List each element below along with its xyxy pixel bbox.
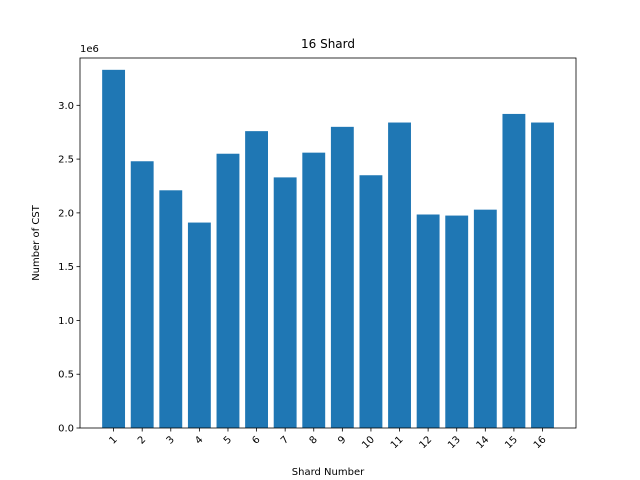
chart-title: 16 Shard: [301, 37, 355, 51]
bar-shard-6: [245, 131, 268, 428]
bar-shard-16: [531, 122, 554, 428]
y-tick-label: 0.0: [58, 424, 74, 435]
x-axis-label: Shard Number: [292, 467, 365, 478]
bar-shard-8: [302, 152, 326, 428]
bar-shard-1: [102, 69, 126, 428]
y-tick-label: 2.5: [58, 155, 74, 166]
y-tick-label: 1.0: [58, 316, 74, 327]
y-tick-label: 0.5: [58, 370, 74, 381]
bar-shard-3: [159, 190, 183, 428]
bars-group: [102, 69, 554, 429]
bar-shard-9: [330, 126, 354, 428]
plot-frame: [79, 57, 577, 429]
y-tick-label: 1.5: [58, 262, 74, 273]
bar-shard-15: [502, 113, 526, 429]
y-axis-ticks: 0.0 0.5 1.0 1.5 2.0 2.5 3.0: [58, 101, 80, 435]
bar-shard-12: [416, 214, 440, 428]
bar-shard-5: [216, 153, 240, 429]
y-tick-label: 2.0: [58, 208, 74, 219]
y-axis-label: Number of CST: [31, 204, 42, 280]
bar-shard-13: [445, 215, 469, 428]
bar-shard-4: [187, 222, 211, 428]
y-axis-offset-label: 1e6: [80, 44, 99, 55]
bar-shard-2: [130, 161, 154, 428]
bar-shard-14: [473, 209, 497, 428]
bar-shard-7: [273, 177, 297, 428]
bar-shard-10: [359, 175, 383, 428]
y-tick-label: 3.0: [58, 101, 74, 112]
bar-shard-11: [388, 122, 411, 428]
